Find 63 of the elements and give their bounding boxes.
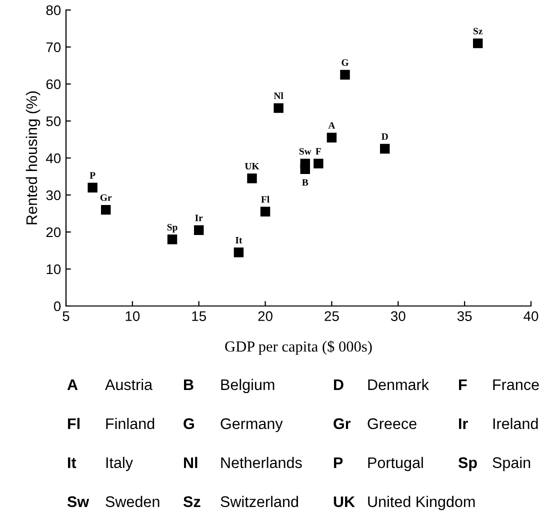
point (260, 206, 270, 217)
data-label: Sw (299, 148, 312, 155)
data-label: Nl (274, 92, 284, 100)
data-label: P (90, 172, 96, 179)
point (472, 38, 483, 48)
text: Sp Spain (458, 456, 530, 472)
data-label: A (328, 122, 336, 129)
text: D Denmark (334, 378, 429, 390)
point (274, 103, 284, 113)
data-label: Sp (167, 224, 178, 232)
point (326, 132, 337, 143)
point (234, 247, 244, 258)
data-label: Sz (474, 28, 483, 34)
text: Nl Netherlands (184, 456, 302, 468)
data-label: It (236, 236, 242, 244)
text: G Germany (184, 418, 283, 432)
y-tick-label: 70 (46, 42, 61, 52)
data-label: Fl (261, 196, 270, 203)
y-tick-label: 20 (46, 227, 61, 238)
x-tick-label: 15 (192, 311, 206, 322)
x-tick-label: 10 (126, 311, 140, 322)
data-label: B (302, 179, 308, 186)
text: P Portugal (334, 456, 423, 472)
point (340, 70, 350, 80)
data-label: UK (244, 162, 260, 170)
y-tick-label: 0 (54, 301, 61, 312)
point (167, 234, 178, 244)
y-tick-label: 10 (46, 264, 61, 274)
text: F France (459, 379, 539, 390)
point (314, 158, 324, 168)
text: Ir Ireland (459, 418, 538, 430)
x-axis-title: GDP per capita ($ 000s) (225, 340, 372, 355)
text: It Italy (68, 456, 133, 472)
text: Gr Greece (334, 418, 416, 430)
y-tick-label: 30 (46, 190, 61, 200)
y-tick-label: 60 (46, 79, 61, 90)
x-tick-label: 40 (524, 311, 538, 322)
point (300, 164, 310, 174)
x-tick-label: 20 (258, 311, 272, 322)
point (194, 225, 204, 236)
text: Sz Switzerland (183, 496, 298, 508)
text: B Belgium (184, 378, 274, 394)
data-label: Gr (100, 194, 112, 201)
point (88, 182, 98, 192)
data-label: G (342, 59, 349, 66)
y-tick-label: 50 (46, 116, 61, 126)
x-tick-label: 25 (324, 311, 339, 322)
data-label: Ir (195, 214, 203, 222)
text: Sw Sweden (67, 496, 160, 508)
text: Fl Finland (68, 418, 154, 430)
y-tick-label: 80 (46, 5, 61, 16)
point (100, 204, 111, 215)
data-label: D (382, 133, 388, 140)
text: UK United Kingdom (334, 496, 475, 510)
y-tick-label: 40 (46, 153, 61, 164)
point (247, 173, 257, 184)
x-tick-label: 35 (457, 311, 472, 322)
x-tick-label: 5 (62, 311, 70, 322)
data-label: F (316, 148, 321, 155)
point (380, 144, 390, 154)
text: A Austria (67, 378, 153, 390)
x-tick-label: 30 (390, 311, 406, 322)
y-axis-title: Rented housing (%) (26, 91, 40, 224)
